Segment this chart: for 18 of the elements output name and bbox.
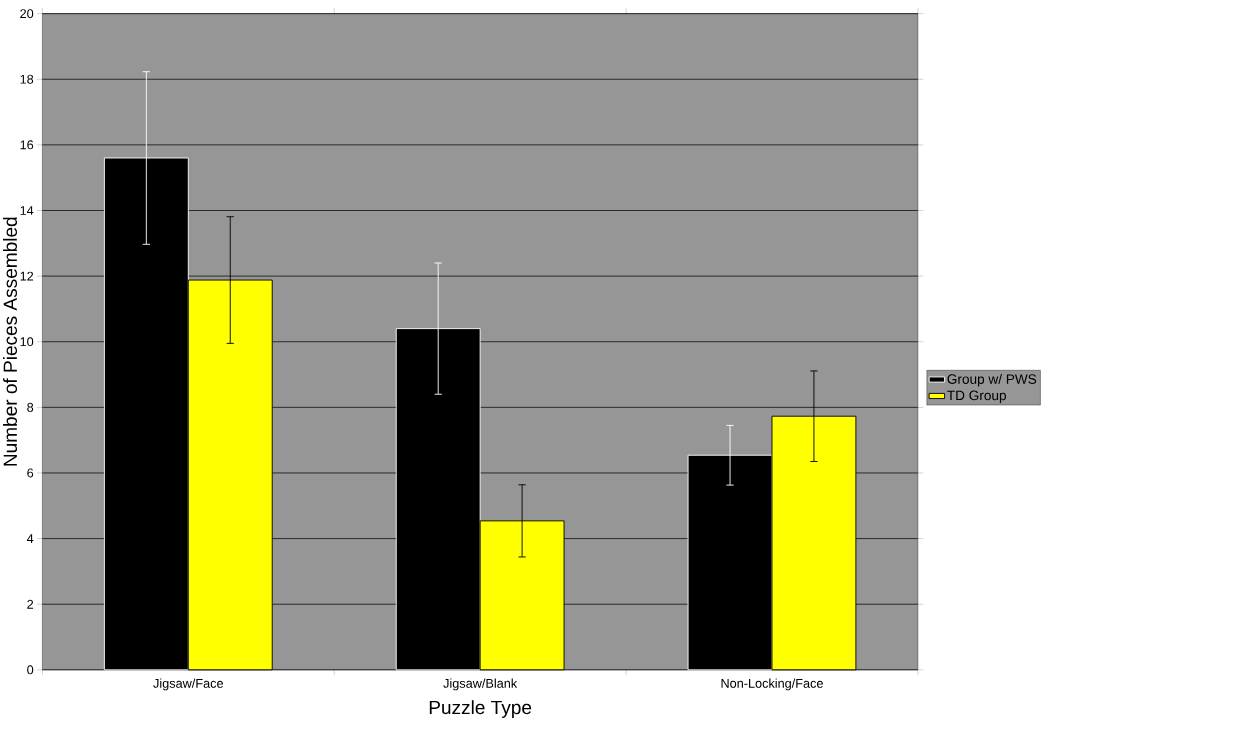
y-tick-label: 14 (20, 206, 34, 215)
y-tick-label: 10 (20, 337, 34, 347)
x-tick-label: Jigsaw/Blank (443, 678, 518, 691)
y-tick-label: 2 (27, 599, 34, 609)
y-tick-label: 20 (20, 9, 34, 19)
y-tick-label: 16 (20, 140, 34, 150)
legend-label: Group w/ PWS (947, 373, 1037, 387)
y-tick-label: 6 (27, 468, 34, 478)
y-tick-label: 8 (27, 402, 34, 412)
y-axis-title: Number of Pieces Assembled (3, 217, 18, 466)
y-tick-label: 4 (26, 534, 34, 543)
x-axis-title: Puzzle Type (429, 700, 532, 718)
x-tick-label: Jigsaw/Face (153, 678, 224, 691)
y-tick-label: 0 (27, 665, 34, 675)
legend-label: TD Group (947, 390, 1006, 403)
y-tick-label: 12 (20, 271, 34, 281)
x-tick-label: Non-Locking/Face (721, 678, 823, 691)
y-tick-label: 18 (20, 74, 34, 84)
